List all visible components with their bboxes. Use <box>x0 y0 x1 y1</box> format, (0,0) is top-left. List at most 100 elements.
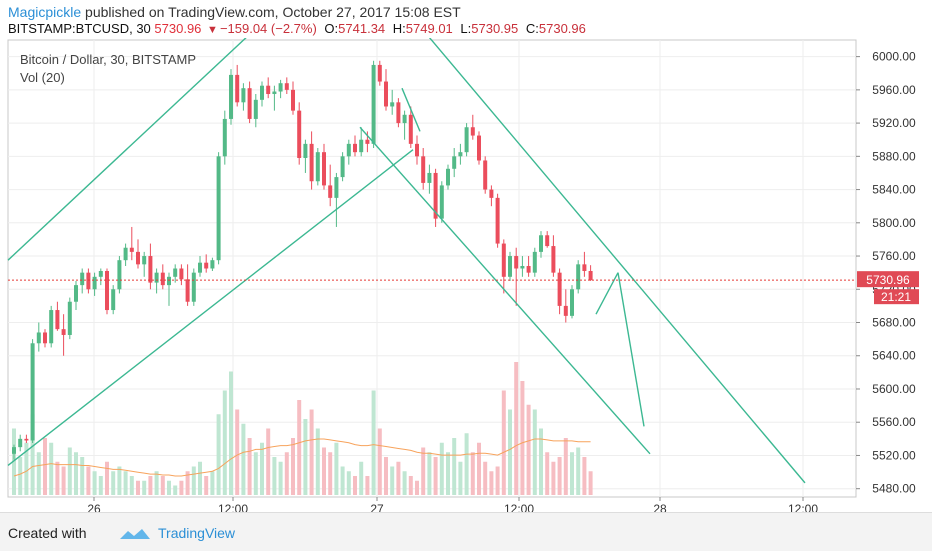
candle-body <box>291 89 295 111</box>
volume-bar <box>260 442 264 495</box>
candle-body <box>526 266 531 273</box>
candle-body <box>30 343 35 441</box>
publish-info: Magicpickle published on TradingView.com… <box>8 4 461 20</box>
volume-bar <box>514 362 519 495</box>
volume-bar <box>483 461 488 495</box>
candle-body <box>173 268 178 277</box>
candle-body <box>92 276 97 290</box>
candle-body <box>204 262 209 269</box>
open-value: 5741.34 <box>338 21 386 36</box>
footer: Created with TradingView <box>0 512 932 551</box>
candle-body <box>191 272 196 302</box>
candle-body <box>111 289 116 311</box>
candle-body <box>390 102 395 107</box>
time-axis[interactable]: 26 12:00 27 12:00 28 12:00 <box>87 497 818 512</box>
volume-bar <box>322 447 326 495</box>
candle-body <box>495 197 500 244</box>
volume-bar <box>340 466 345 495</box>
volume-bar <box>86 466 91 495</box>
last-price: 5730.96 <box>154 21 202 36</box>
candle-body <box>297 110 302 158</box>
volume-bar <box>216 414 221 495</box>
candle-body <box>501 243 506 277</box>
volume-bar <box>551 461 556 495</box>
trendline[interactable] <box>7 149 414 466</box>
volume-bar <box>495 466 500 495</box>
author-link[interactable]: Magicpickle <box>8 4 82 20</box>
time-tick-label: 26 <box>87 502 101 512</box>
candle-body <box>322 152 326 186</box>
volume-bar <box>346 471 351 495</box>
volume-bar <box>111 471 116 495</box>
volume-label: Vol (20) <box>20 70 65 85</box>
volume-bar <box>365 476 370 495</box>
candle-body <box>570 289 574 316</box>
close-label: C: <box>525 21 539 36</box>
candle-body <box>532 251 537 273</box>
price-tick-label: 5600.00 <box>872 382 916 396</box>
candle-body <box>117 260 122 290</box>
candle-body <box>260 85 264 100</box>
volume-bar <box>185 471 190 495</box>
volume-bar <box>508 409 512 495</box>
volume-bar <box>501 390 506 495</box>
volume-bar <box>284 452 289 495</box>
volume-bar <box>396 461 401 495</box>
candle-body <box>408 114 413 144</box>
candle-body <box>229 74 233 119</box>
trendline[interactable] <box>359 126 651 455</box>
price-tick-label: 5760.00 <box>872 249 916 263</box>
volume-bar <box>167 480 171 495</box>
last-price-box <box>857 271 919 288</box>
candle-body <box>36 332 41 344</box>
volume-bar <box>309 409 314 495</box>
price-tick-label: 5800.00 <box>872 216 916 230</box>
candle-body <box>464 127 469 153</box>
volume-bar <box>49 442 54 495</box>
candle-body <box>470 127 475 136</box>
volume-bar <box>328 452 333 495</box>
candle-body <box>148 256 153 283</box>
volume-bar <box>129 476 134 495</box>
price-tick-label: 5640.00 <box>872 349 916 363</box>
trendline[interactable] <box>428 38 806 484</box>
candle-body <box>210 260 215 269</box>
candle-body <box>576 264 581 290</box>
candle-body <box>247 88 252 119</box>
candle-body <box>43 332 47 344</box>
trendline[interactable] <box>595 272 619 315</box>
price-chart[interactable]: 6000.00 5960.00 5920.00 5880.00 5840.00 5800.… <box>0 38 932 512</box>
trendline[interactable] <box>617 272 645 427</box>
volume-bar <box>24 442 29 495</box>
volume-bar <box>61 466 66 495</box>
tradingview-brand-link[interactable]: TradingView <box>158 525 236 541</box>
candle-body <box>123 247 128 261</box>
candle-body <box>24 438 29 441</box>
trendline[interactable] <box>401 87 421 132</box>
candle-body <box>551 246 556 273</box>
volume-bar <box>477 442 481 495</box>
volume-bar <box>489 471 494 495</box>
volume-bar <box>148 476 153 495</box>
volume-bar <box>142 480 147 495</box>
volume-bar <box>229 371 233 495</box>
volume-bar <box>439 442 444 495</box>
volume-bar <box>191 466 196 495</box>
volume-bar <box>334 442 339 495</box>
volume-bar <box>427 452 432 495</box>
candle-body <box>545 235 550 247</box>
price-tick-label: 5560.00 <box>872 415 916 429</box>
plot-area[interactable] <box>7 39 857 498</box>
volume-bar <box>446 452 450 495</box>
candle-body <box>67 301 72 335</box>
candle-body <box>477 135 481 161</box>
candle-body <box>315 152 320 182</box>
candle-body <box>446 168 450 186</box>
trendline[interactable] <box>7 38 248 261</box>
volume-bar <box>415 480 419 495</box>
candle-body <box>365 139 370 144</box>
candle-body <box>582 264 587 271</box>
volume-bar <box>570 452 574 495</box>
volume-bar <box>470 452 475 495</box>
volume-bar <box>117 466 122 495</box>
